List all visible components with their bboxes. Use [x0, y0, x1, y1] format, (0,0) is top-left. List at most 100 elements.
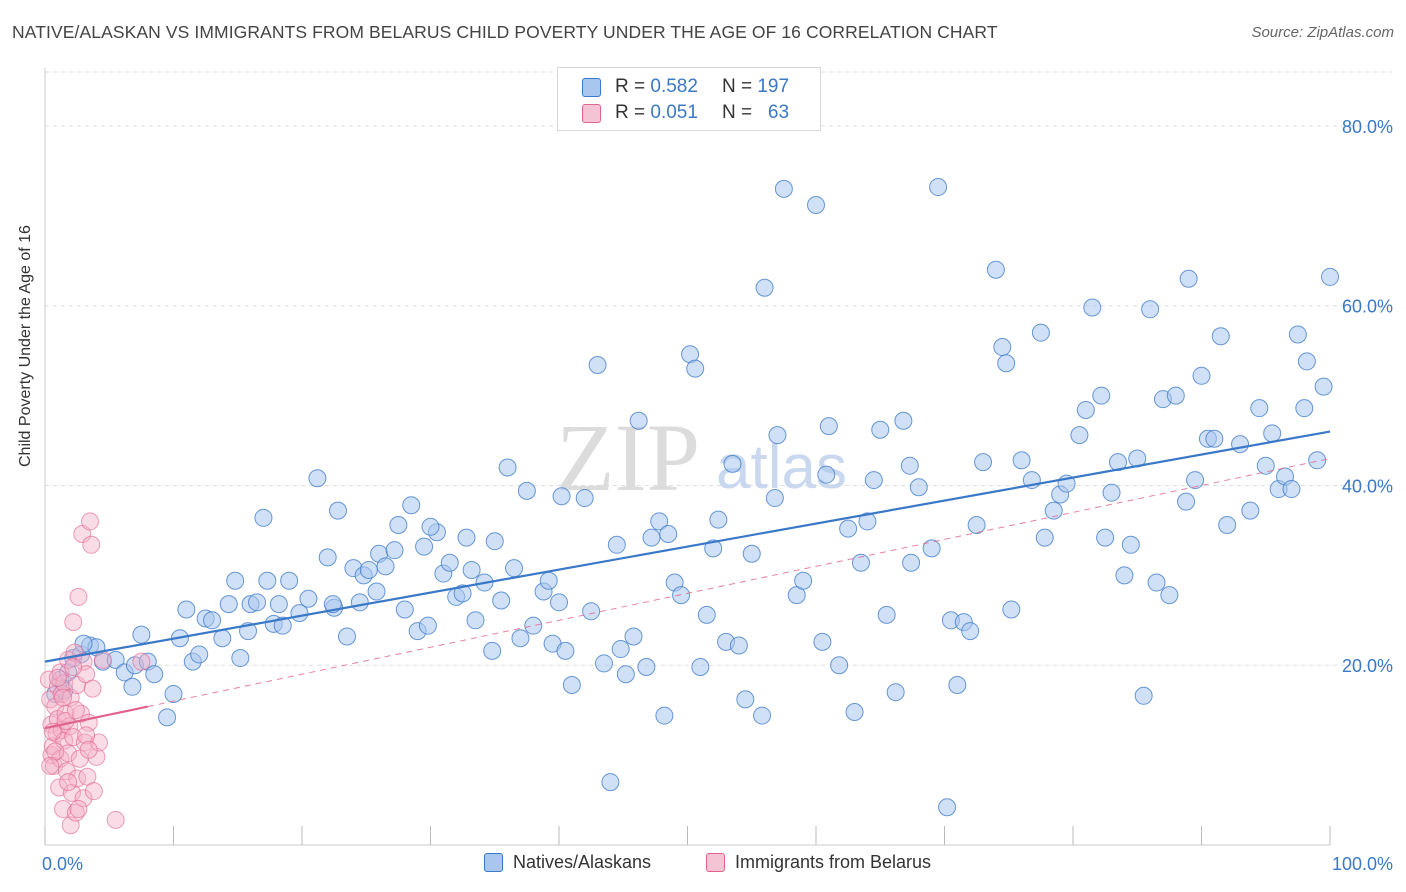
data-point-natives — [601, 773, 620, 792]
data-point-belarus — [77, 726, 96, 745]
data-point-natives — [723, 454, 742, 473]
data-point-natives — [967, 516, 986, 535]
data-point-natives — [1031, 323, 1050, 342]
data-point-natives — [395, 600, 414, 619]
data-point-natives — [742, 544, 761, 563]
data-point-belarus — [71, 704, 90, 723]
data-point-natives — [1205, 429, 1224, 448]
data-point-natives — [1177, 492, 1196, 511]
legend-row-belarus: R = 0.051 N = 63 — [582, 100, 789, 126]
data-point-belarus — [66, 701, 85, 720]
data-point-natives — [629, 411, 648, 430]
data-point-natives — [359, 560, 378, 579]
data-point-natives — [492, 591, 511, 610]
data-point-belarus — [59, 773, 78, 792]
data-point-natives — [886, 683, 905, 702]
data-point-natives — [1250, 399, 1269, 418]
legend-swatch-natives — [582, 77, 601, 97]
data-point-natives — [318, 548, 337, 567]
data-point-belarus — [41, 756, 60, 775]
trend-line-natives — [44, 430, 1331, 663]
data-point-natives — [562, 676, 581, 695]
legend-n-label: N = — [721, 102, 753, 123]
data-point-belarus — [69, 800, 88, 819]
series-belarus-points — [39, 512, 151, 835]
data-point-natives — [624, 627, 643, 646]
legend-n-value: 197 — [757, 76, 790, 97]
data-point-natives — [485, 532, 504, 551]
source-label: Source: ZipAtlas.com — [1251, 24, 1394, 41]
data-point-natives — [1092, 386, 1111, 405]
data-point-natives — [807, 196, 825, 215]
data-point-natives — [894, 411, 913, 430]
data-point-natives — [539, 571, 558, 590]
data-point-natives — [1263, 424, 1282, 443]
data-point-natives — [1076, 400, 1095, 419]
legend-r-label: R = — [615, 76, 646, 97]
data-point-natives — [106, 650, 125, 669]
data-point-natives — [1192, 366, 1211, 385]
data-point-belarus — [53, 688, 72, 707]
data-point-natives — [993, 338, 1012, 357]
data-point-belarus — [48, 668, 67, 687]
data-point-natives — [729, 636, 748, 655]
data-point-belarus — [46, 742, 65, 761]
data-point-natives — [1002, 600, 1021, 619]
data-point-natives — [858, 512, 877, 531]
legend-n-value: 63 — [767, 102, 790, 123]
data-point-natives — [813, 632, 832, 651]
data-point-natives — [440, 553, 459, 572]
data-point-natives — [269, 595, 288, 614]
data-point-natives — [552, 487, 571, 506]
data-point-natives — [650, 512, 669, 531]
data-point-natives — [498, 458, 517, 477]
legend-label-natives: Natives/Alaskans — [513, 852, 652, 872]
data-point-natives — [1096, 528, 1115, 547]
legend-r-value: 0.582 — [650, 76, 698, 97]
zipatlas-watermark: ZIP atlas — [556, 404, 847, 511]
data-point-belarus — [74, 789, 93, 808]
data-point-belarus — [39, 670, 58, 689]
data-point-natives — [642, 528, 661, 547]
data-point-belarus — [83, 679, 102, 698]
data-point-natives — [337, 627, 356, 646]
data-point-natives — [1012, 451, 1031, 470]
data-point-natives — [1256, 456, 1275, 475]
data-point-natives — [864, 471, 883, 490]
data-point-natives — [517, 481, 536, 500]
data-point-natives — [736, 690, 755, 709]
data-point-natives — [258, 571, 277, 590]
data-point-natives — [575, 489, 594, 508]
data-point-natives — [1314, 377, 1333, 396]
data-point-natives — [1295, 399, 1314, 418]
data-point-natives — [556, 641, 575, 660]
data-point-natives — [190, 645, 209, 664]
data-point-natives — [123, 677, 142, 696]
data-point-natives — [902, 553, 921, 572]
data-point-natives — [830, 656, 849, 675]
data-point-natives — [145, 665, 164, 684]
data-point-natives — [402, 496, 421, 515]
data-point-natives — [997, 354, 1016, 373]
data-point-natives — [1102, 483, 1121, 502]
legend-r-value: 0.051 — [650, 102, 698, 123]
data-point-natives — [328, 501, 347, 520]
data-point-natives — [213, 629, 232, 648]
legend-row-natives: R = 0.582 N = 197 — [582, 74, 789, 100]
data-point-belarus — [132, 652, 151, 671]
legend-r-label: R = — [615, 102, 646, 123]
data-point-belarus — [69, 587, 88, 606]
data-point-natives — [1115, 566, 1134, 585]
data-point-natives — [1121, 535, 1140, 554]
data-point-natives — [462, 560, 481, 579]
series-natives-points — [46, 178, 1339, 817]
data-point-natives — [1166, 386, 1185, 405]
data-point-natives — [350, 593, 369, 612]
data-point-natives — [611, 640, 630, 659]
data-point-natives — [376, 557, 395, 576]
data-point-natives — [765, 489, 784, 508]
data-point-belarus — [106, 810, 125, 829]
data-point-natives — [1147, 573, 1166, 592]
data-point-natives — [299, 589, 318, 608]
data-point-natives — [248, 593, 267, 612]
